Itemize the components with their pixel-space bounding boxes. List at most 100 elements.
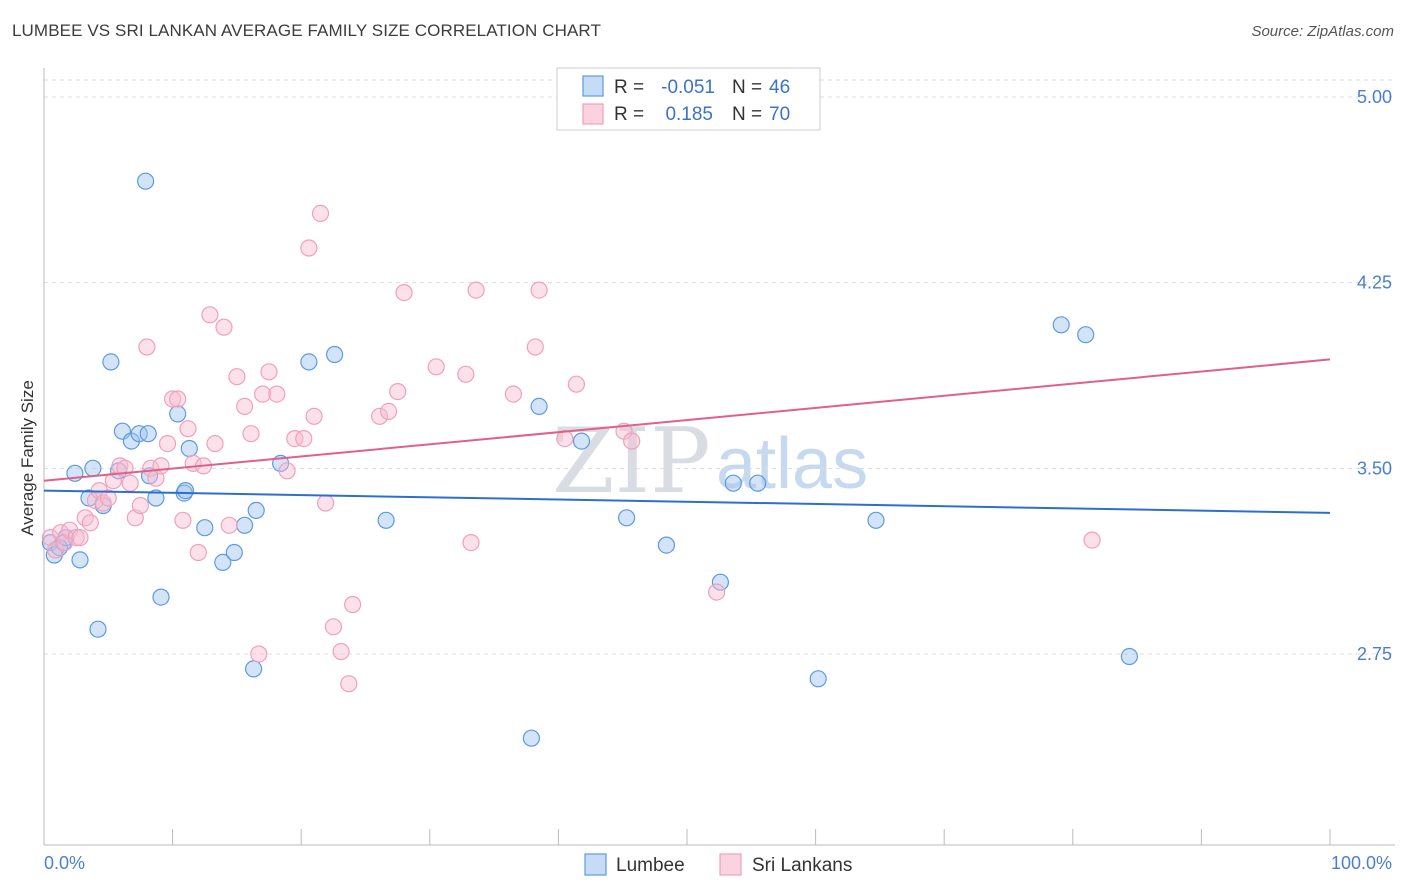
bottom-legend-swatch-lumbee: [584, 853, 607, 876]
srilankan-point: [707, 583, 726, 601]
y-axis-label: Average Family Size: [18, 380, 37, 536]
srilankan-point: [81, 514, 99, 532]
srilankan-point: [169, 390, 187, 408]
bottom-legend-label-srilankan: Sri Lankans: [752, 855, 852, 876]
lumbee-point: [214, 553, 232, 572]
srilankan-point: [526, 338, 544, 356]
legend-swatch-srilankan: [582, 103, 604, 125]
srilankan-point: [250, 645, 268, 663]
srilankan-point: [462, 533, 480, 552]
legend-r-label-1: R =: [614, 77, 644, 98]
watermark-atlas: atlas: [716, 424, 868, 504]
lumbee-trend-line: [43, 489, 1331, 514]
srilankan-point: [340, 675, 358, 693]
lumbee-point: [247, 501, 265, 519]
srilankan-point: [201, 306, 219, 324]
x-ticks: [43, 829, 1331, 845]
lumbee-point: [1120, 647, 1139, 666]
lumbee-point: [867, 511, 885, 529]
lumbee-point: [809, 670, 827, 688]
srilankan-point: [174, 511, 192, 529]
srilankan-point: [371, 407, 389, 425]
srilankan-point: [427, 358, 445, 376]
lumbee-point: [749, 474, 767, 492]
srilankan-point: [1083, 531, 1101, 549]
lumbee-point: [1077, 326, 1095, 344]
series-legend: Lumbee Sri Lankans: [584, 853, 852, 876]
correlation-legend: R = -0.051 N = 46 R = 0.185 N = 70: [556, 67, 821, 131]
srilankan-point: [152, 457, 170, 475]
srilankan-point: [311, 204, 330, 222]
lumbee-point: [245, 660, 263, 678]
srilankan-point: [380, 402, 398, 420]
y-tick-label: 5.00: [1357, 87, 1392, 107]
lumbee-point: [176, 482, 195, 500]
lumbee-point: [724, 474, 742, 492]
lumbee-point: [377, 511, 395, 529]
srilankan-point: [121, 474, 139, 492]
x-tick-label-max: 100.0%: [1331, 853, 1392, 873]
srilankan-point: [236, 397, 254, 415]
srilankan-point: [530, 281, 548, 299]
chart-title: LUMBEE VS SRI LANKAN AVERAGE FAMILY SIZE…: [12, 21, 601, 40]
trend-lines: [43, 358, 1331, 514]
lumbee-point: [326, 345, 344, 364]
srilankan-point: [254, 385, 272, 403]
srilankan-point: [104, 472, 123, 490]
srilankan-point: [71, 528, 89, 547]
srilankan-point: [131, 496, 149, 515]
lumbee-point: [530, 397, 548, 415]
lumbee-point: [89, 620, 107, 638]
srilankan-point: [158, 435, 177, 453]
lumbee-point: [147, 489, 165, 507]
lumbee-point: [300, 353, 318, 371]
srilankan-point: [567, 375, 586, 393]
lumbee-point: [71, 551, 89, 569]
srilankan-point: [260, 363, 278, 381]
srilankan-point: [189, 543, 207, 562]
axes: [43, 68, 1395, 846]
lumbee-point: [137, 172, 155, 190]
srilankan-point: [94, 494, 112, 512]
srilankan-point: [215, 318, 233, 336]
srilankan-point: [344, 595, 362, 614]
srilankan-point: [300, 239, 318, 257]
srilankan-point: [228, 368, 246, 386]
srilankan-point: [295, 430, 313, 448]
srilankan-trend-line: [43, 358, 1331, 482]
lumbee-point: [196, 519, 214, 537]
srilankan-point: [623, 432, 641, 450]
srilankan-point: [138, 338, 156, 356]
srilankan-points: [41, 204, 1101, 693]
bottom-legend-label-lumbee: Lumbee: [616, 855, 685, 876]
srilankan-point: [324, 618, 342, 636]
lumbee-point: [84, 459, 102, 477]
watermark-zip: ZIP: [552, 409, 711, 514]
lumbee-point: [180, 439, 198, 458]
srilankan-point: [457, 365, 475, 383]
srilankan-point: [242, 425, 260, 443]
lumbee-point: [130, 425, 148, 443]
srilankan-point: [179, 420, 197, 438]
srilankan-point: [305, 407, 323, 425]
bottom-legend-swatch-srilankan: [719, 853, 742, 876]
srilankan-point: [395, 284, 413, 302]
lumbee-point: [139, 425, 157, 443]
lumbee-point: [572, 432, 591, 450]
lumbee-point: [152, 588, 170, 606]
srilankan-point: [504, 385, 523, 403]
lumbee-point: [169, 405, 187, 423]
srilankan-point: [278, 462, 296, 480]
srilankan-point: [76, 509, 94, 527]
legend-swatch-lumbee: [582, 75, 604, 97]
lumbee-point: [102, 353, 120, 371]
srilankan-point: [332, 642, 350, 661]
legend-n-label-2: N =: [732, 104, 762, 125]
srilankan-point: [286, 430, 304, 448]
chart-source: Source: ZipAtlas.com: [1251, 23, 1394, 40]
legend-r-label-2: R =: [614, 104, 644, 125]
lumbee-point: [657, 536, 676, 554]
legend-r-value-2: 0.185: [665, 104, 713, 125]
x-tick-label-min: 0.0%: [44, 853, 85, 873]
legend-n-value-2: 70: [769, 104, 790, 125]
